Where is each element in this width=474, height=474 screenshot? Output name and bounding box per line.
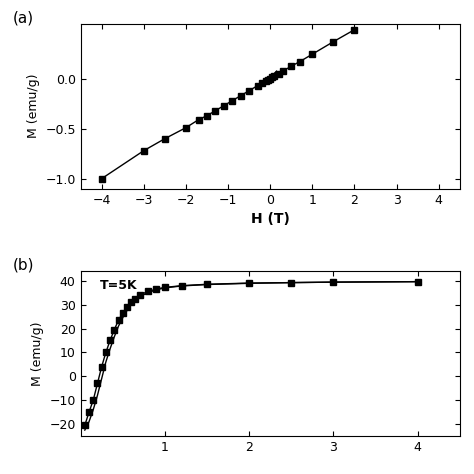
Text: (b): (b) (12, 258, 34, 273)
Text: T=5K: T=5K (100, 279, 137, 292)
X-axis label: H (T): H (T) (251, 212, 290, 226)
Text: (a): (a) (12, 10, 34, 26)
Y-axis label: M (emu/g): M (emu/g) (31, 321, 44, 386)
Y-axis label: M (emu/g): M (emu/g) (27, 74, 40, 138)
